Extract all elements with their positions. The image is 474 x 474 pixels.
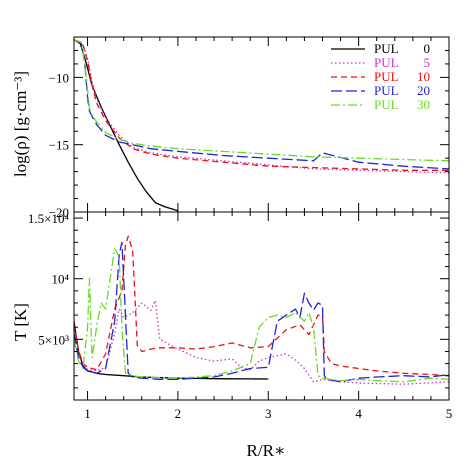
series-line-bottom-1 [74,299,449,385]
y-tick-label-bottom: 1.5×10⁴ [28,211,70,226]
series-group-0 [74,39,449,212]
legend-label-2: PUL [374,69,399,84]
legend-label-0: PUL [374,41,399,56]
series-line-top-1 [74,39,449,174]
legend-label-3: PUL [374,83,399,98]
y-tick-label-top: −20 [49,205,69,220]
y-tick-label-bottom: 10⁴ [51,272,69,287]
x-tick-label: 3 [265,406,272,421]
x-tick-label: 5 [446,406,453,421]
series-line-bottom-3 [74,241,449,383]
legend-value-1: 5 [424,55,431,70]
legend-value-2: 10 [417,69,430,84]
panel-frame-1 [73,211,450,401]
y-axis-label-bottom: T [K] [11,303,30,341]
y-tick-label-bottom: 5×10³ [38,332,69,347]
series-line-top-2 [74,39,449,171]
legend-value-4: 30 [417,97,430,112]
x-tick-label: 2 [175,406,182,421]
plot-layer: −10 −15 −20 PUL 0 PUL 5 PUL 10 PUL 20 PUL 30 5×10³ 10⁴… [28,36,453,421]
y-axis-label-top: log(ρ) [g·cm⁻³] [11,71,30,177]
legend-label-4: PUL [374,97,399,112]
legend-value-0: 0 [424,41,431,56]
x-tick-label: 4 [355,406,362,421]
y-tick-label-top: −10 [49,70,69,85]
legend-value-3: 20 [417,83,430,98]
series-group-1 [74,235,449,385]
series-line-top-3 [74,39,449,170]
legend-label-1: PUL [374,55,399,70]
series-line-top-0 [74,39,179,212]
series-line-top-4 [74,39,449,162]
series-line-bottom-0 [74,321,269,380]
x-axis-label: R/R∗ [247,441,286,460]
series-line-bottom-4 [74,247,449,383]
x-tick-label: 1 [84,406,91,421]
series-line-bottom-2 [74,235,449,377]
y-tick-label-top: −15 [49,138,69,153]
